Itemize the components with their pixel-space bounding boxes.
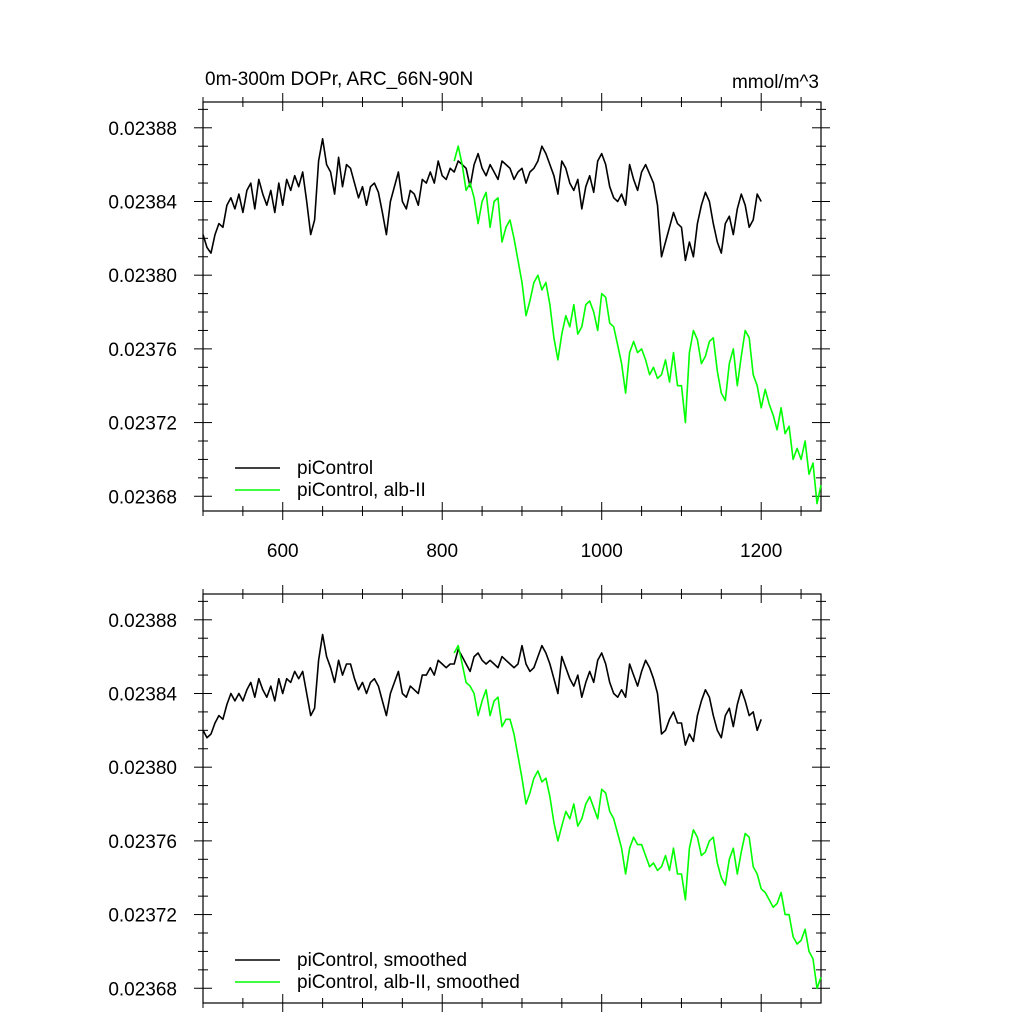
units-label: mmol/m^3 bbox=[732, 72, 819, 93]
legend-label: piControl, smoothed bbox=[297, 950, 467, 971]
y-tick-label: 0.02388 bbox=[108, 611, 177, 632]
y-tick-label: 0.02372 bbox=[108, 414, 177, 435]
x-tick-label: 800 bbox=[426, 541, 458, 562]
series-line-1 bbox=[453, 644, 822, 990]
x-tick-label: 1200 bbox=[740, 541, 782, 562]
y-tick-label: 0.02372 bbox=[108, 906, 177, 927]
legend-label: piControl, alb-II bbox=[297, 480, 426, 501]
x-tick-label: 1000 bbox=[581, 541, 623, 562]
top-panel: 0.02388 0.02384 0.02380 0.02376 0.02372 0.023… bbox=[108, 69, 830, 562]
legend-label: piControl bbox=[297, 458, 373, 479]
y-tick-label: 0.02376 bbox=[108, 340, 177, 361]
x-tick-label: 600 bbox=[267, 541, 299, 562]
y-tick-label: 0.02384 bbox=[108, 192, 177, 213]
bottom-panel: 0.02388 0.02384 0.02380 0.02376 0.02372 0.023… bbox=[108, 585, 830, 1012]
y-tick-label: 0.02368 bbox=[108, 487, 177, 508]
y-tick-label: 0.02368 bbox=[108, 979, 177, 1000]
series-line-1 bbox=[453, 145, 822, 505]
y-tick-label: 0.02388 bbox=[108, 119, 177, 140]
chart-title: 0m-300m DOPr, ARC_66N-90N bbox=[205, 69, 473, 90]
y-tick-label: 0.02376 bbox=[108, 832, 177, 853]
plot-frame bbox=[202, 101, 822, 512]
plot-frame bbox=[202, 593, 822, 1004]
y-tick-label: 0.02380 bbox=[108, 758, 177, 779]
series-line-0 bbox=[202, 633, 762, 746]
y-tick-label: 0.02384 bbox=[108, 684, 177, 705]
series-line-0 bbox=[202, 138, 762, 262]
legend-label: piControl, alb-II, smoothed bbox=[297, 972, 520, 993]
y-tick-label: 0.02380 bbox=[108, 266, 177, 287]
